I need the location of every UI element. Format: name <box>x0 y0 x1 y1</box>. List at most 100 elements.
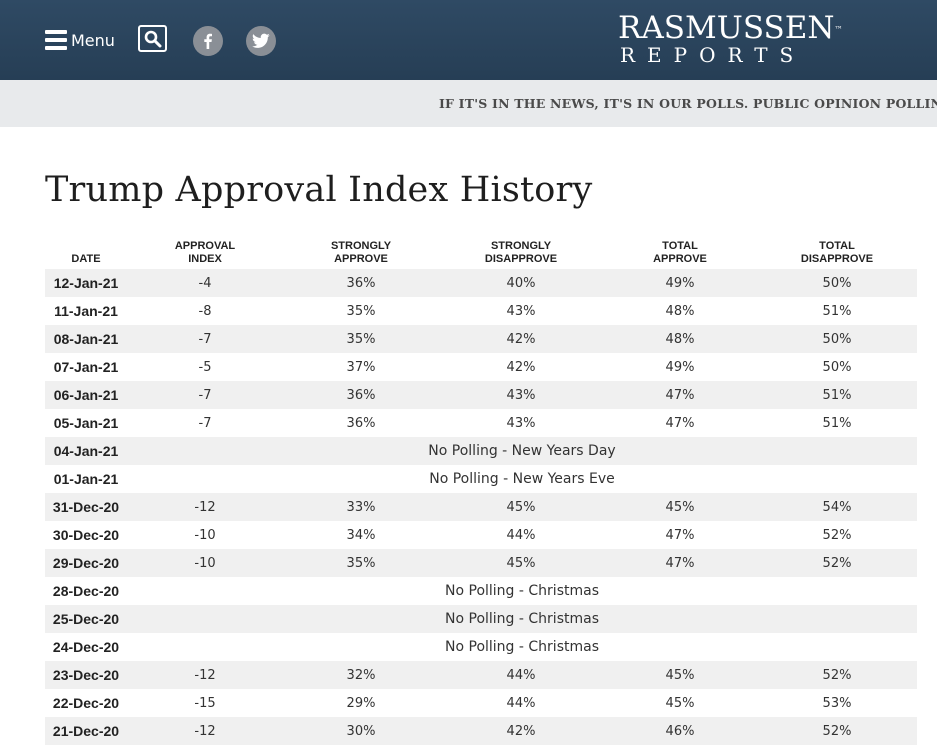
cell-date: 29-Dec-20 <box>45 549 127 577</box>
col-header-line: APPROVAL <box>174 240 236 252</box>
cell-date: 23-Dec-20 <box>45 661 127 689</box>
cell-total-disapprove: 51% <box>757 409 917 437</box>
cell-total-approve: 47% <box>603 409 757 437</box>
tagline-text: IF IT'S IN THE NEWS, IT'S IN OUR POLLS. … <box>439 96 937 111</box>
cell-date: 31-Dec-20 <box>45 493 127 521</box>
cell-strongly-approve: 35% <box>283 325 439 353</box>
cell-strongly-approve: 33% <box>283 493 439 521</box>
table-body: 12-Jan-21 -4 36% 40% 49% 50% 11-Jan-21 -8 35% 43%… <box>45 269 917 745</box>
table-row: 01-Jan-21 No Polling - New Years Eve <box>45 465 917 493</box>
col-header-line: DATE <box>71 253 101 265</box>
table-row: 11-Jan-21 -8 35% 43% 48% 51% <box>45 297 917 325</box>
table-row: 06-Jan-21 -7 36% 43% 47% 51% <box>45 381 917 409</box>
site-logo[interactable]: RASMUSSEN™ REPORTS <box>618 12 843 67</box>
cell-date: 22-Dec-20 <box>45 689 127 717</box>
cell-strongly-disapprove: 42% <box>439 717 603 745</box>
table-row: 05-Jan-21 -7 36% 43% 47% 51% <box>45 409 917 437</box>
cell-total-disapprove: 54% <box>757 493 917 521</box>
cell-total-approve: 48% <box>603 297 757 325</box>
twitter-button[interactable] <box>246 26 276 56</box>
cell-total-approve: 45% <box>603 661 757 689</box>
cell-strongly-approve: 30% <box>283 717 439 745</box>
cell-total-disapprove: 52% <box>757 521 917 549</box>
cell-strongly-approve: 34% <box>283 521 439 549</box>
col-header-line: APPROVE <box>653 253 707 265</box>
facebook-button[interactable] <box>193 26 223 56</box>
cell-strongly-approve: 35% <box>283 549 439 577</box>
cell-no-polling-note: No Polling - New Years Eve <box>127 465 917 493</box>
cell-date: 24-Dec-20 <box>45 633 127 661</box>
col-header-line: STRONGLY <box>330 240 392 252</box>
cell-total-disapprove: 51% <box>757 381 917 409</box>
cell-no-polling-note: No Polling - New Years Day <box>127 437 917 465</box>
table-row: 08-Jan-21 -7 35% 42% 48% 50% <box>45 325 917 353</box>
cell-strongly-approve: 36% <box>283 409 439 437</box>
cell-strongly-disapprove: 44% <box>439 689 603 717</box>
search-button[interactable] <box>138 25 167 52</box>
cell-date: 12-Jan-21 <box>45 269 127 297</box>
table-row: 29-Dec-20 -10 35% 45% 47% 52% <box>45 549 917 577</box>
cell-date: 05-Jan-21 <box>45 409 127 437</box>
table-row: 24-Dec-20 No Polling - Christmas <box>45 633 917 661</box>
cell-total-approve: 47% <box>603 521 757 549</box>
cell-total-approve: 45% <box>603 689 757 717</box>
table-row: 21-Dec-20 -12 30% 42% 46% 52% <box>45 717 917 745</box>
cell-total-approve: 49% <box>603 269 757 297</box>
table-row: 30-Dec-20 -10 34% 44% 47% 52% <box>45 521 917 549</box>
cell-strongly-approve: 37% <box>283 353 439 381</box>
cell-approval-index: -5 <box>127 353 283 381</box>
cell-strongly-approve: 29% <box>283 689 439 717</box>
hamburger-icon <box>45 30 67 50</box>
menu-label: Menu <box>71 30 115 50</box>
cell-strongly-disapprove: 43% <box>439 297 603 325</box>
tagline-bar: IF IT'S IN THE NEWS, IT'S IN OUR POLLS. … <box>0 80 937 127</box>
cell-strongly-disapprove: 44% <box>439 661 603 689</box>
logo-trademark: ™ <box>834 25 843 34</box>
cell-total-disapprove: 53% <box>757 689 917 717</box>
table-row: 25-Dec-20 No Polling - Christmas <box>45 605 917 633</box>
cell-total-disapprove: 50% <box>757 269 917 297</box>
cell-approval-index: -7 <box>127 409 283 437</box>
cell-strongly-approve: 35% <box>283 297 439 325</box>
table-row: 22-Dec-20 -15 29% 44% 45% 53% <box>45 689 917 717</box>
cell-no-polling-note: No Polling - Christmas <box>127 605 917 633</box>
col-header-line: DISAPPROVE <box>484 253 558 265</box>
col-header-line: APPROVE <box>334 253 388 265</box>
cell-strongly-approve: 36% <box>283 269 439 297</box>
twitter-icon <box>252 33 270 48</box>
cell-approval-index: -7 <box>127 381 283 409</box>
logo-wordmark-top: RASMUSSEN <box>618 10 835 46</box>
cell-approval-index: -12 <box>127 661 283 689</box>
cell-date: 04-Jan-21 <box>45 437 127 465</box>
cell-strongly-disapprove: 40% <box>439 269 603 297</box>
cell-strongly-disapprove: 42% <box>439 325 603 353</box>
cell-date: 06-Jan-21 <box>45 381 127 409</box>
cell-total-approve: 49% <box>603 353 757 381</box>
cell-approval-index: -12 <box>127 493 283 521</box>
table-row: 28-Dec-20 No Polling - Christmas <box>45 577 917 605</box>
table-row: 07-Jan-21 -5 37% 42% 49% 50% <box>45 353 917 381</box>
search-icon <box>144 30 161 47</box>
cell-approval-index: -10 <box>127 521 283 549</box>
cell-strongly-disapprove: 45% <box>439 549 603 577</box>
cell-total-approve: 45% <box>603 493 757 521</box>
cell-no-polling-note: No Polling - Christmas <box>127 577 917 605</box>
site-header: Menu RASMUSSEN™ REPORTS <box>0 0 937 80</box>
table-row: 31-Dec-20 -12 33% 45% 45% 54% <box>45 493 917 521</box>
col-header-line: DISAPPROVE <box>800 253 874 265</box>
cell-date: 28-Dec-20 <box>45 577 127 605</box>
cell-approval-index: -7 <box>127 325 283 353</box>
col-header-approval-index: APPROVAL INDEX <box>127 234 283 269</box>
cell-total-disapprove: 50% <box>757 353 917 381</box>
menu-button[interactable]: Menu <box>45 28 115 52</box>
cell-approval-index: -15 <box>127 689 283 717</box>
cell-approval-index: -8 <box>127 297 283 325</box>
cell-total-disapprove: 51% <box>757 297 917 325</box>
cell-date: 08-Jan-21 <box>45 325 127 353</box>
table-row: 23-Dec-20 -12 32% 44% 45% 52% <box>45 661 917 689</box>
logo-wordmark-bottom: REPORTS <box>620 43 806 67</box>
col-header-line: INDEX <box>188 253 222 265</box>
cell-approval-index: -4 <box>127 269 283 297</box>
cell-total-approve: 46% <box>603 717 757 745</box>
approval-history-table: DATE APPROVAL INDEX STRONGLY APPROVE STRONGLY… <box>45 234 917 745</box>
